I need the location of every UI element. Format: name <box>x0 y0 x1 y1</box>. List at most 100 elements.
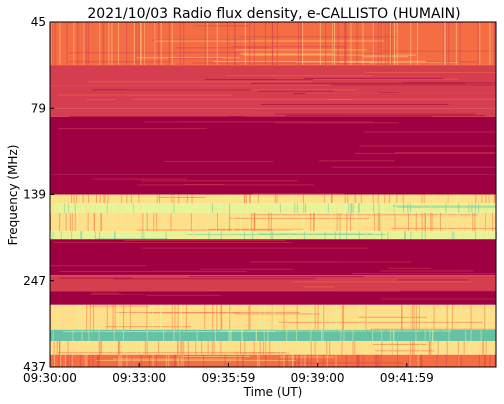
band-texture <box>85 99 116 101</box>
frequency-band <box>50 108 496 117</box>
band-texture <box>126 194 128 204</box>
band-texture <box>351 203 353 213</box>
band-texture <box>77 22 79 66</box>
band-texture <box>482 231 484 240</box>
x-tick-label: 09:33:00 <box>112 371 166 385</box>
band-texture <box>377 194 379 204</box>
band-texture <box>359 304 361 330</box>
band-texture <box>264 329 266 342</box>
band-texture <box>453 231 455 240</box>
band-texture <box>79 194 81 204</box>
band-texture <box>98 341 100 355</box>
band-texture <box>494 22 496 66</box>
band-texture <box>229 304 231 330</box>
band-texture <box>279 231 281 240</box>
band-texture <box>285 115 485 117</box>
band-texture <box>336 203 338 213</box>
band-texture <box>110 203 112 213</box>
band-texture <box>378 22 464 24</box>
band-texture <box>56 341 58 355</box>
band-texture <box>283 304 285 330</box>
band-texture <box>375 256 426 258</box>
band-texture <box>364 131 496 133</box>
band-texture <box>397 341 399 355</box>
band-texture <box>387 22 389 66</box>
band-texture <box>163 163 286 165</box>
band-texture <box>239 341 241 355</box>
band-texture <box>394 212 396 232</box>
band-texture <box>140 22 142 66</box>
band-texture <box>300 22 302 66</box>
band-texture <box>78 120 178 122</box>
band-texture <box>234 219 348 221</box>
band-texture <box>140 341 142 355</box>
band-texture <box>152 354 154 367</box>
band-texture <box>146 329 148 342</box>
band-texture <box>74 203 76 213</box>
band-texture <box>243 231 245 240</box>
band-texture <box>257 194 259 204</box>
band-texture <box>188 148 319 150</box>
band-texture <box>408 341 410 355</box>
band-texture <box>431 329 433 342</box>
band-texture <box>322 341 324 355</box>
band-texture <box>54 203 56 213</box>
band-texture <box>106 304 108 330</box>
band-texture <box>389 194 391 204</box>
band-texture <box>257 90 334 92</box>
band-texture <box>165 354 167 367</box>
band-texture <box>319 22 321 66</box>
band-texture <box>120 212 122 232</box>
band-texture <box>272 231 274 240</box>
band-texture <box>485 341 487 355</box>
band-texture <box>99 194 101 204</box>
band-texture <box>125 335 301 337</box>
band-texture <box>170 212 172 232</box>
band-texture <box>364 231 366 240</box>
band-texture <box>457 194 459 204</box>
band-texture <box>409 329 411 342</box>
band-texture <box>321 304 323 330</box>
band-texture <box>181 341 183 355</box>
band-texture <box>227 203 229 213</box>
band-texture <box>231 46 346 48</box>
band-texture <box>117 304 119 330</box>
band-texture <box>284 165 487 167</box>
band-texture <box>402 82 496 84</box>
band-texture <box>276 185 425 187</box>
band-texture <box>70 354 72 367</box>
band-texture <box>248 304 250 330</box>
band-texture <box>53 354 55 367</box>
frequency-band <box>50 85 496 109</box>
band-texture <box>253 22 255 66</box>
band-texture <box>292 354 294 367</box>
band-texture <box>169 329 171 342</box>
band-texture <box>103 329 105 342</box>
band-texture <box>434 194 436 204</box>
band-texture <box>208 231 210 240</box>
band-texture <box>79 203 81 213</box>
band-texture <box>298 231 300 240</box>
band-texture <box>50 329 52 342</box>
band-texture <box>276 22 278 66</box>
band-texture <box>385 329 387 342</box>
band-texture <box>455 231 457 240</box>
band-texture <box>358 203 360 213</box>
band-texture <box>475 231 477 240</box>
band-texture <box>146 304 148 330</box>
chart-title: 2021/10/03 Radio flux density, e-CALLIST… <box>87 6 460 22</box>
band-texture <box>191 62 370 64</box>
band-texture <box>388 267 432 269</box>
band-texture <box>180 341 182 355</box>
band-texture <box>216 203 218 213</box>
band-texture <box>350 203 352 213</box>
band-texture <box>380 22 382 66</box>
band-texture <box>58 341 60 355</box>
band-texture <box>224 203 226 213</box>
band-texture <box>54 22 56 66</box>
band-texture <box>335 354 337 367</box>
plot-area <box>50 22 497 368</box>
band-texture <box>413 304 415 330</box>
band-texture <box>372 203 374 213</box>
band-texture <box>137 184 315 186</box>
